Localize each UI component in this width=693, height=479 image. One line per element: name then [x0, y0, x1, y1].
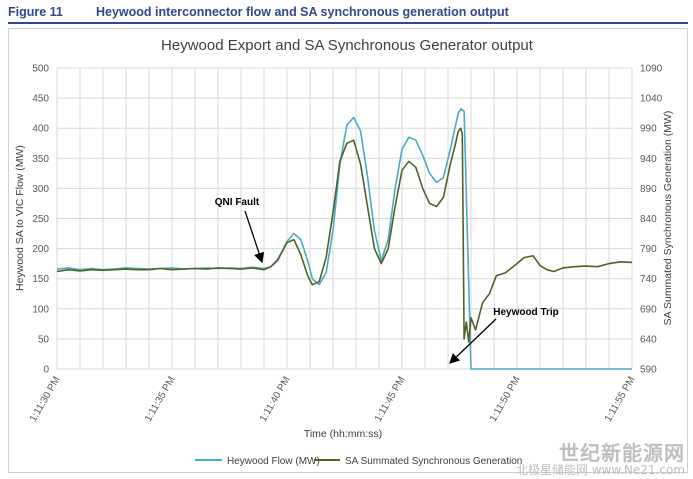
chart-frame [8, 28, 688, 473]
figure-number: Figure 11 [8, 5, 63, 19]
annotations: QNI Fault Heywood Trip [215, 197, 559, 364]
y2-axis-title: SA Summated Synchronous Generation (MW) [662, 111, 674, 326]
y-tick-label: 0 [43, 365, 49, 376]
x-tick-label: 1:11:40 PM [258, 375, 293, 424]
y-tick-label: 300 [32, 184, 49, 195]
x-tick-label: 1:11:30 PM [28, 375, 63, 424]
chart-title: Heywood Export and SA Synchronous Genera… [161, 37, 534, 54]
legend-label-heywood: Heywood Flow (MW) [227, 456, 320, 467]
axes: 0 50 100 150 200 250 300 350 400 450 500 590 640 690 7… [28, 64, 663, 424]
y2-tick-label: 790 [640, 244, 657, 255]
y-tick-label: 100 [32, 304, 49, 315]
annotation-heywood-trip: Heywood Trip [493, 307, 559, 318]
y2-tick-label: 840 [640, 214, 657, 225]
watermark-line2: 北极星储能网 www.Ne21.com [515, 463, 685, 478]
x-tick-label: 1:11:55 PM [603, 375, 638, 424]
grid-lines [56, 67, 633, 370]
y2-tick-label: 740 [640, 274, 657, 285]
y-tick-label: 350 [32, 154, 49, 165]
annotation-arrow-qni-fault [244, 210, 265, 264]
watermark-line1: 世纪新能源网 [559, 441, 685, 466]
y2-tick-label: 990 [640, 124, 657, 135]
y2-tick-label: 1090 [640, 64, 663, 75]
y-axis-title: Heywood SA to VIC Flow (MW) [14, 145, 26, 291]
y2-tick-label: 940 [640, 154, 657, 165]
annotation-qni-fault: QNI Fault [215, 197, 260, 208]
watermark: 世纪新能源网 北极星储能网 www.Ne21.com [516, 443, 685, 477]
y2-tick-label: 640 [640, 334, 657, 345]
x-axis-title: Time (hh:mm:ss) [304, 428, 382, 440]
y-tick-label: 450 [32, 94, 49, 105]
x-tick-label: 1:11:50 PM [488, 375, 523, 424]
caption-divider [8, 22, 688, 24]
y-tick-label: 500 [32, 64, 49, 75]
legend-label-sync: SA Summated Synchronous Generation [345, 456, 522, 467]
legend: Heywood Flow (MW) SA Summated Synchronou… [195, 456, 522, 467]
figure-title: Heywood interconnector flow and SA synch… [96, 5, 509, 19]
series-lines [56, 108, 633, 370]
x-tick-label: 1:11:35 PM [143, 375, 178, 424]
y-tick-label: 400 [32, 124, 49, 135]
figure-caption: Figure 11 Heywood interconnector flow and… [8, 5, 685, 23]
y-tick-label: 200 [32, 244, 49, 255]
y-tick-label: 50 [38, 334, 50, 345]
y2-tick-label: 890 [640, 184, 657, 195]
y-tick-label: 150 [32, 274, 49, 285]
y2-tick-label: 1040 [640, 94, 663, 105]
y2-tick-label: 590 [640, 365, 657, 376]
y2-tick-label: 690 [640, 304, 657, 315]
x-tick-label: 1:11:45 PM [373, 375, 408, 424]
annotation-arrow-heywood-trip [449, 318, 497, 364]
y-tick-label: 250 [32, 214, 49, 225]
series-line-sync-generation [56, 127, 633, 343]
